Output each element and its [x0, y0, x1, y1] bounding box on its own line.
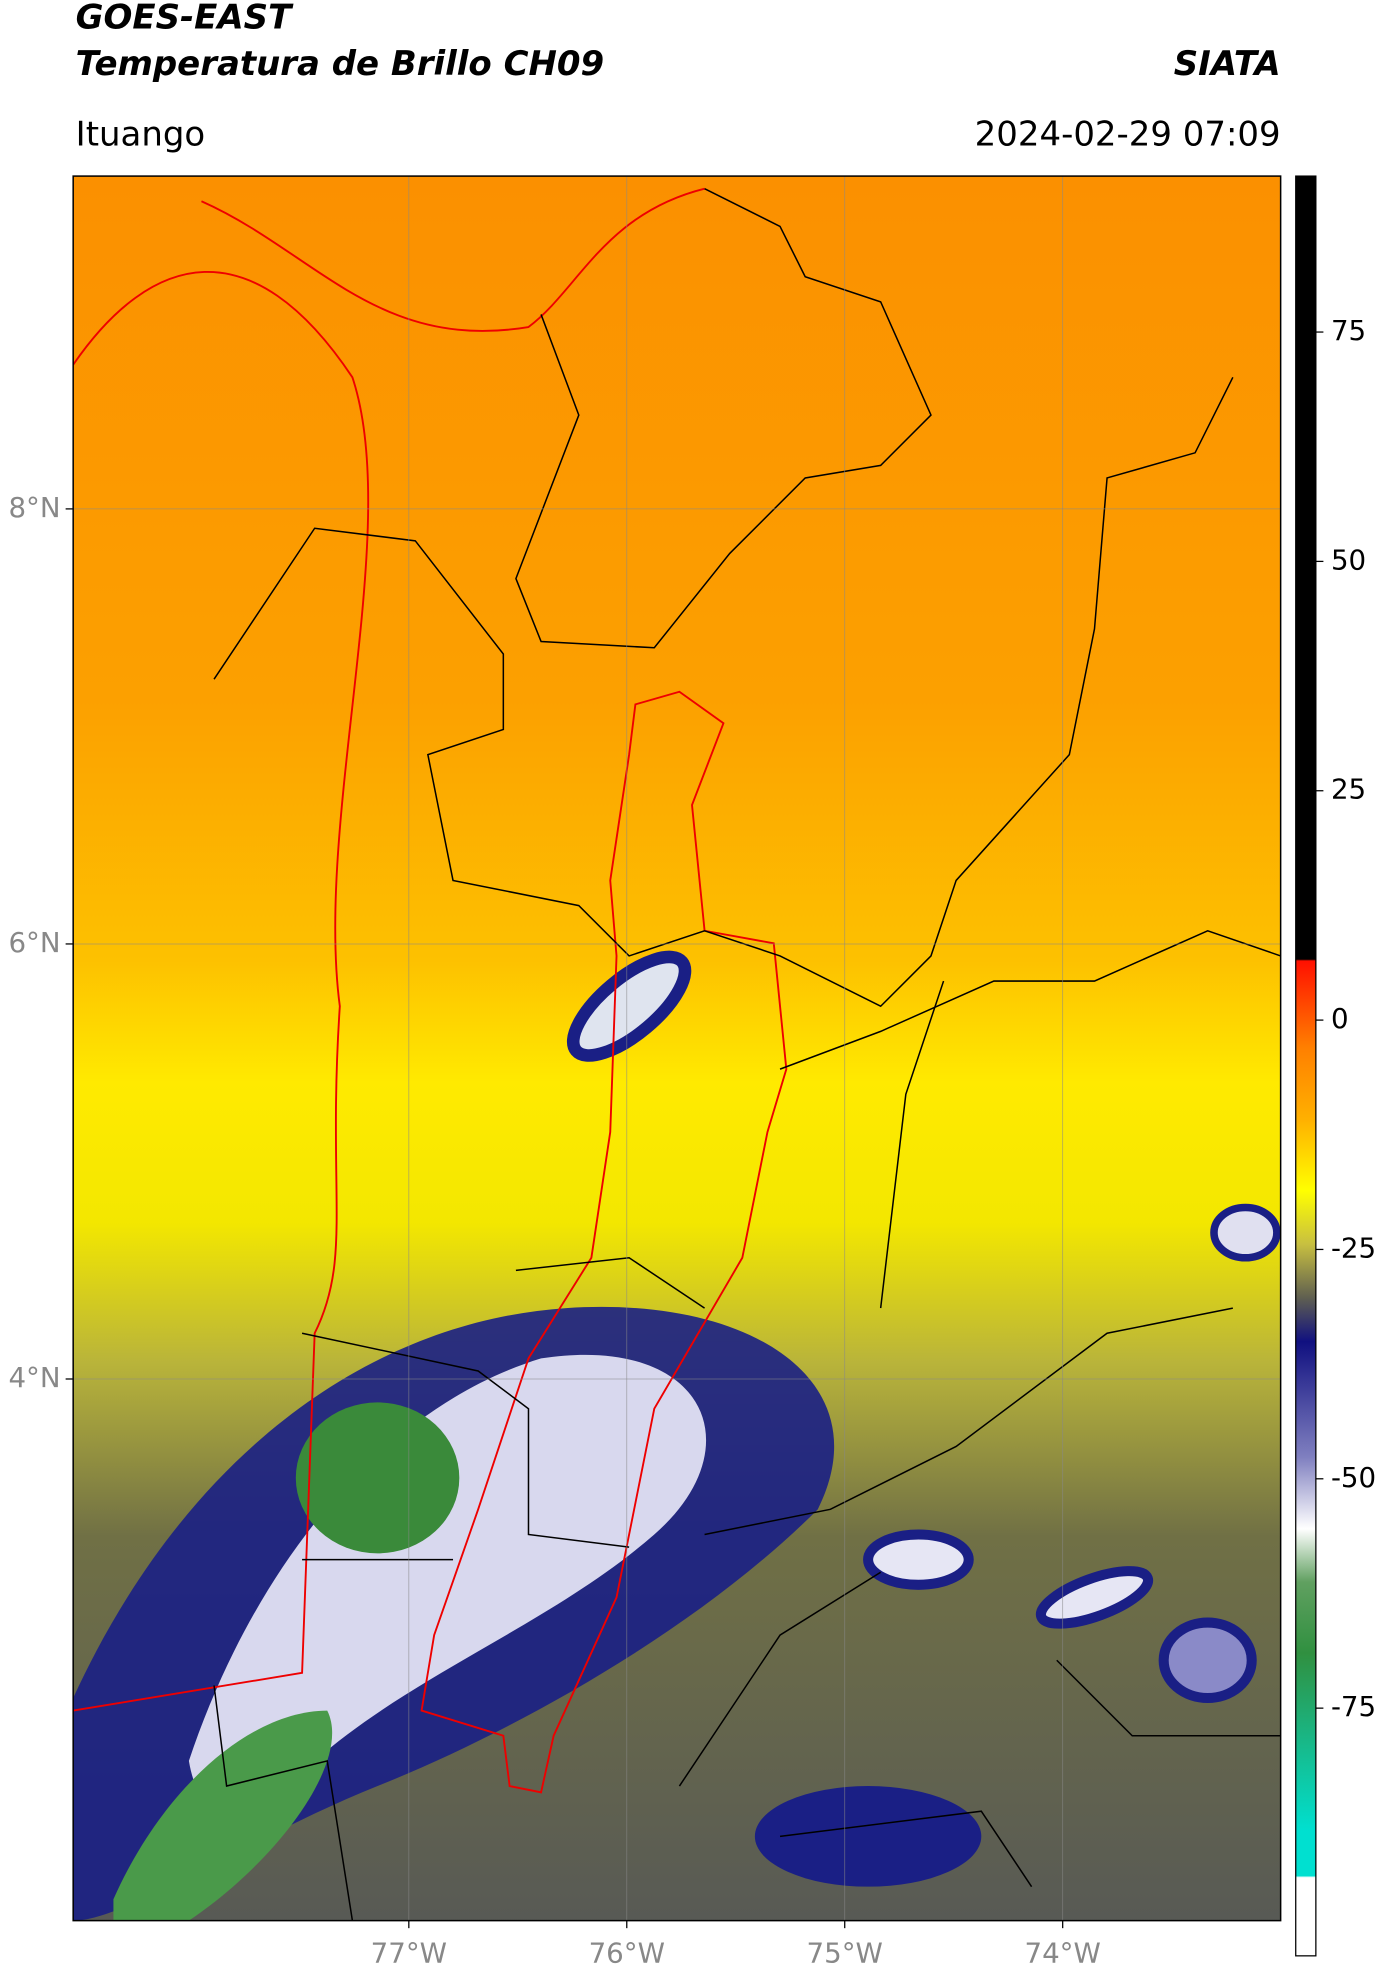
lon-label: 76°W	[589, 1937, 665, 1970]
lon-label: 74°W	[1024, 1937, 1100, 1970]
colorbar-label: -75	[1331, 1690, 1376, 1723]
lat-label: 6°N	[8, 926, 60, 959]
colorbar-label: 75	[1331, 314, 1366, 347]
colorbar-label: 0	[1331, 1002, 1349, 1035]
map-image	[73, 176, 1281, 1921]
lat-label: 8°N	[8, 491, 60, 524]
colorbar-label: -25	[1331, 1231, 1376, 1264]
lon-label: 77°W	[371, 1937, 447, 1970]
colorbar	[1295, 175, 1317, 1957]
location: Ituango	[76, 114, 206, 154]
colorbar-label: 50	[1331, 543, 1366, 576]
lat-label: 4°N	[8, 1361, 60, 1394]
timestamp: 2024-02-29 07:09	[975, 114, 1281, 154]
title: GOES-EAST	[76, 0, 294, 37]
colorbar-label: 25	[1331, 773, 1366, 806]
agency: SIATA	[1174, 44, 1281, 84]
colorbar-label: -50	[1331, 1461, 1376, 1494]
map-frame	[72, 175, 1282, 1922]
graticule	[73, 176, 1281, 1921]
subtitle: Temperatura de Brillo CH09	[76, 44, 604, 84]
lon-label: 75°W	[807, 1937, 883, 1970]
